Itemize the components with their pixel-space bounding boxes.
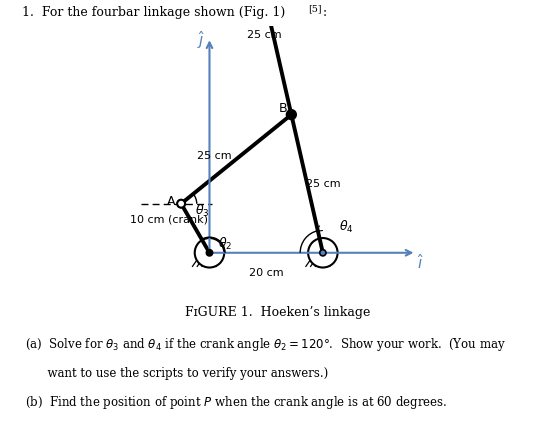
Circle shape — [195, 238, 224, 267]
Bar — [311, 253, 335, 259]
Text: 1.  For the fourbar linkage shown (Fig. 1): 1. For the fourbar linkage shown (Fig. 1… — [22, 6, 290, 19]
Text: [5]: [5] — [309, 4, 322, 13]
Text: 25 cm: 25 cm — [198, 151, 232, 161]
Circle shape — [178, 200, 185, 207]
Text: $\hat{\imath}$: $\hat{\imath}$ — [417, 253, 424, 273]
Text: $\theta_2$: $\theta_2$ — [218, 236, 233, 252]
Text: :: : — [323, 6, 327, 19]
Text: 20 cm: 20 cm — [249, 268, 284, 278]
Text: (a)  Solve for $\theta_3$ and $\theta_4$ if the crank angle $\theta_2 = 120°$.  : (a) Solve for $\theta_3$ and $\theta_4$ … — [25, 336, 506, 353]
Circle shape — [208, 250, 211, 255]
Circle shape — [308, 238, 337, 267]
Circle shape — [320, 250, 326, 256]
Bar — [198, 253, 221, 259]
Text: (b)  Find the position of point $P$ when the crank angle is at 60 degrees.: (b) Find the position of point $P$ when … — [25, 394, 447, 411]
Text: B: B — [279, 102, 287, 115]
Text: 25 cm: 25 cm — [306, 179, 340, 189]
Circle shape — [206, 250, 213, 256]
Circle shape — [177, 200, 185, 207]
Circle shape — [321, 250, 325, 255]
Text: FɪGURE 1.  Hoeken’s linkage: FɪGURE 1. Hoeken’s linkage — [185, 306, 370, 319]
Circle shape — [286, 110, 296, 119]
Text: want to use the scripts to verify your answers.): want to use the scripts to verify your a… — [25, 367, 328, 380]
Text: 25 cm: 25 cm — [247, 30, 281, 40]
Text: 10 cm (crank): 10 cm (crank) — [130, 215, 208, 225]
Text: A: A — [166, 195, 175, 208]
Circle shape — [178, 200, 185, 207]
Text: $\hat{\jmath}$: $\hat{\jmath}$ — [196, 29, 205, 51]
Text: $\theta_4$: $\theta_4$ — [339, 219, 354, 235]
Text: $\theta_3$: $\theta_3$ — [195, 202, 210, 219]
